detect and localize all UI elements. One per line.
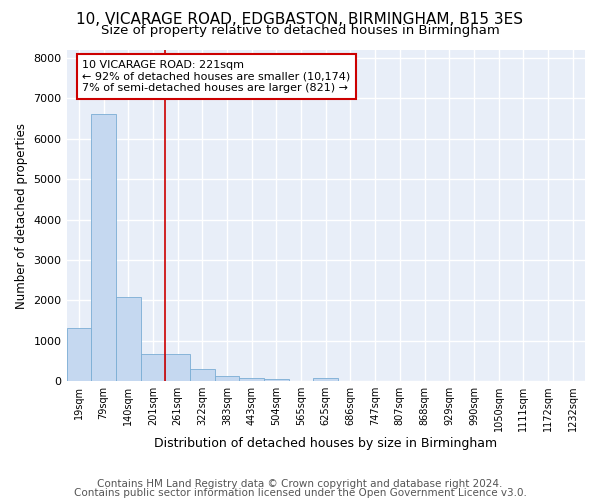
Text: 10 VICARAGE ROAD: 221sqm
← 92% of detached houses are smaller (10,174)
7% of sem: 10 VICARAGE ROAD: 221sqm ← 92% of detach…: [82, 60, 350, 93]
Bar: [91, 114, 116, 381]
Bar: [165, 354, 190, 381]
Bar: [215, 376, 239, 381]
Text: Contains public sector information licensed under the Open Government Licence v3: Contains public sector information licen…: [74, 488, 526, 498]
Bar: [67, 328, 91, 381]
Y-axis label: Number of detached properties: Number of detached properties: [15, 122, 28, 308]
Bar: [239, 378, 264, 381]
X-axis label: Distribution of detached houses by size in Birmingham: Distribution of detached houses by size …: [154, 437, 497, 450]
Text: Size of property relative to detached houses in Birmingham: Size of property relative to detached ho…: [101, 24, 499, 37]
Bar: [140, 354, 165, 381]
Bar: [190, 370, 215, 381]
Bar: [116, 296, 140, 381]
Bar: [264, 379, 289, 381]
Text: 10, VICARAGE ROAD, EDGBASTON, BIRMINGHAM, B15 3ES: 10, VICARAGE ROAD, EDGBASTON, BIRMINGHAM…: [77, 12, 523, 28]
Text: Contains HM Land Registry data © Crown copyright and database right 2024.: Contains HM Land Registry data © Crown c…: [97, 479, 503, 489]
Bar: [313, 378, 338, 381]
